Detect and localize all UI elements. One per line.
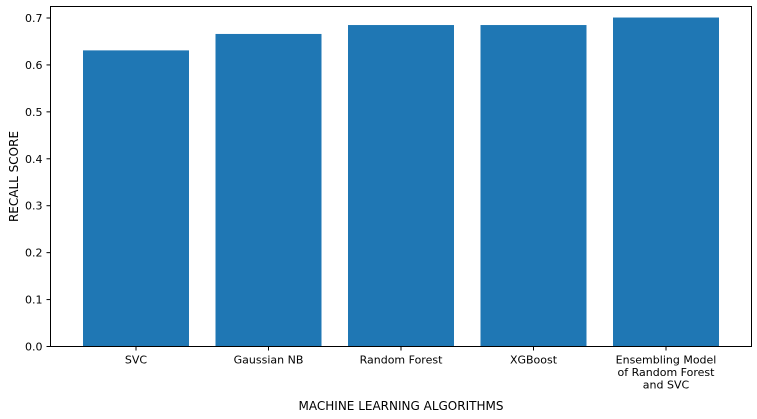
y-tick-label: 0.6 [25,59,43,72]
y-tick-label: 0.0 [25,341,43,354]
y-tick-label: 0.2 [25,247,43,260]
bar [83,50,189,347]
x-tick-label: SVC [125,354,148,367]
x-tick-label: Ensembling Model of Random Forest and SVC [616,354,717,392]
bar [480,25,587,347]
y-tick-label: 0.5 [25,106,43,119]
y-axis: 0.0 0.1 0.2 0.3 0.4 0.5 0.6 0.7 [25,12,51,354]
bar [348,25,454,347]
x-axis-label: MACHINE LEARNING ALGORITHMS [299,399,504,413]
bar [215,33,322,347]
bars [83,17,719,347]
bar [613,17,719,347]
y-tick-label: 0.3 [25,200,43,213]
x-tick-label: Gaussian NB [234,354,304,367]
x-tick-label: Random Forest [360,354,443,367]
y-tick-label: 0.7 [25,12,43,25]
y-tick-label: 0.1 [25,294,43,307]
x-axis: SVC Gaussian NB Random Forest XGBoost Ensemb… [125,346,717,392]
plot-frame [50,6,752,347]
x-tick-label: XGBoost [510,354,558,367]
y-axis-label: RECALL SCORE [7,131,21,222]
y-tick-label: 0.4 [25,153,43,166]
